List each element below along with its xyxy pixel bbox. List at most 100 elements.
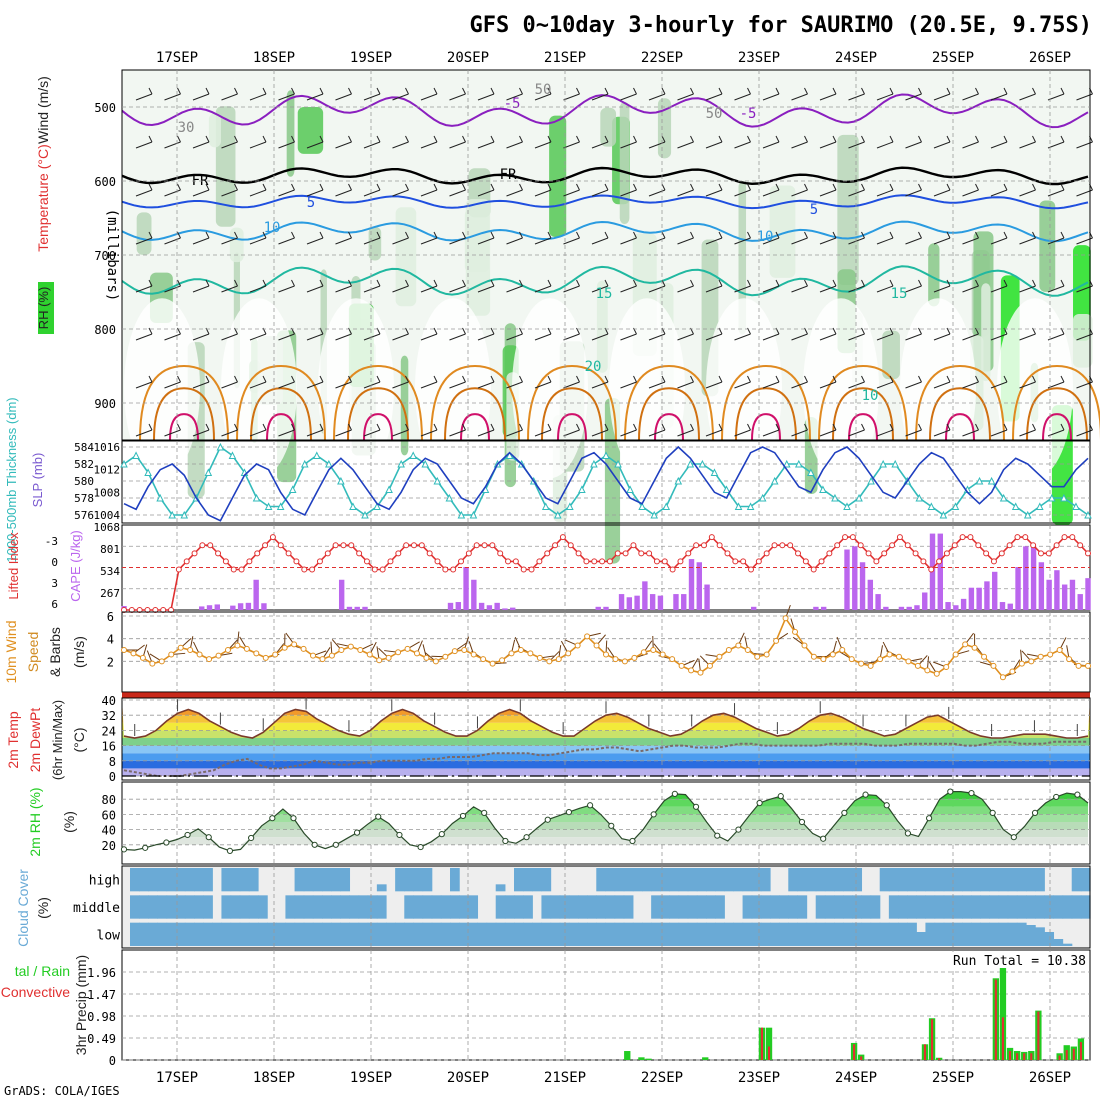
wind-speed-line-marker — [215, 652, 222, 659]
wind-barb — [306, 237, 324, 245]
cloud-cell-middle — [294, 895, 305, 919]
cloud-cell-middle — [550, 895, 561, 919]
wind-barb — [804, 135, 808, 143]
cloud-cell-high — [166, 868, 177, 892]
lifted-index-line-marker — [842, 534, 849, 541]
date-label-bottom: 19SEP — [350, 1070, 392, 1086]
date-label-top: 23SEP — [738, 50, 780, 66]
lifted-index-line-marker — [371, 566, 378, 573]
wind-barb — [876, 189, 894, 197]
wind-barb — [462, 327, 466, 335]
lifted-index-line-marker — [802, 558, 809, 565]
cloud-cell-low — [523, 922, 533, 946]
rh-dry-region — [803, 298, 879, 479]
wind-barb — [249, 93, 267, 101]
run-total-background — [946, 952, 1088, 968]
wind-barb — [677, 141, 694, 149]
cape-tick-label: 267 — [100, 587, 120, 600]
cloud-cell-high — [642, 868, 652, 892]
thickness-line-marker — [216, 442, 225, 451]
wind-barb — [804, 279, 808, 287]
wind-speed-line-marker — [782, 615, 789, 622]
thickness-line-marker — [891, 459, 900, 468]
thickness-line-marker — [349, 502, 357, 510]
wind-barb — [148, 135, 153, 143]
cloud-cell-high — [962, 868, 972, 892]
thickness-line-marker — [1084, 510, 1092, 519]
wind-barb — [177, 87, 181, 95]
cloud-cell-middle — [852, 895, 863, 919]
cloud-cell-low — [788, 922, 799, 946]
wind-barb — [962, 429, 979, 437]
wind-barb — [975, 135, 979, 143]
cloud-cell-middle — [331, 895, 341, 919]
wind-barb — [519, 183, 523, 191]
wind-barb — [262, 375, 267, 383]
wind-barb — [363, 381, 381, 389]
wind-barb — [677, 333, 694, 341]
cloud-cell-low — [733, 922, 744, 946]
thickness-line-marker — [1060, 493, 1068, 502]
wind-speed-line-marker — [971, 644, 978, 651]
cloud-cell-high — [340, 868, 351, 892]
cloud-cell-high — [733, 868, 744, 892]
lifted-index-line-marker — [1045, 550, 1052, 557]
wind-barb — [563, 93, 580, 101]
wind-barb — [405, 423, 409, 431]
wind-barb — [661, 375, 666, 383]
wind-barb — [262, 135, 267, 143]
cloud-cell-low — [130, 922, 140, 946]
wind-barb — [861, 231, 865, 239]
wind-barb — [975, 231, 979, 239]
lifted-index-tick-label: 6 — [51, 598, 58, 611]
wind-barb — [335, 333, 352, 341]
wind-barb — [946, 375, 951, 383]
rh-band — [124, 829, 1088, 838]
cloud-cell-middle — [1035, 895, 1045, 919]
wind-legend-label: Wind (m/s) — [35, 76, 51, 144]
cloud-cell-high — [148, 868, 159, 892]
cloud-cell-middle — [934, 895, 945, 919]
cloud-cell-high — [815, 868, 826, 892]
wind-barb — [775, 135, 780, 143]
thickness-line-marker — [638, 502, 646, 510]
cloud-cell-high — [834, 868, 844, 892]
cape-bar — [362, 606, 368, 610]
lifted-index-line-marker — [426, 550, 433, 557]
wind-barb — [591, 237, 609, 245]
wind-speed-line-marker — [281, 644, 288, 651]
wind-barb — [762, 381, 780, 389]
wind-speed-line-marker — [612, 656, 619, 663]
wind-speed-line-marker — [621, 658, 628, 665]
wind-barb — [563, 381, 580, 389]
wind-barb — [164, 141, 181, 149]
wind-barb — [348, 423, 352, 431]
temp-axis-label-1: 2m Temp — [5, 711, 21, 769]
wind-barb — [135, 141, 153, 149]
wind-barb — [148, 327, 153, 335]
date-label-bottom: 20SEP — [447, 1070, 489, 1086]
cloud-cell-high — [715, 868, 725, 892]
wind-barb — [832, 183, 837, 191]
pressure-tick-label: 500 — [94, 101, 116, 115]
cape-bar — [1069, 579, 1076, 610]
wind-barb — [832, 231, 837, 239]
wind-barb — [633, 279, 637, 287]
lifted-index-line-marker — [183, 558, 190, 565]
precip-convective-bar — [931, 1019, 934, 1060]
wind-barb — [234, 231, 238, 239]
cloud-cell-middle — [651, 895, 661, 919]
wind-barb — [462, 231, 466, 239]
rh-shade — [229, 227, 244, 263]
thickness-line-marker — [385, 485, 393, 493]
lifted-index-line-marker — [262, 542, 269, 549]
wind-barb — [306, 141, 324, 149]
cloud-cell-high — [943, 868, 954, 892]
lifted-index-line-marker — [481, 542, 488, 549]
cloud-cell-middle — [248, 895, 259, 919]
wind-barb — [747, 135, 751, 143]
wind-barb — [519, 87, 523, 95]
rh-shade — [549, 115, 567, 237]
wind-barb — [433, 279, 438, 287]
wind-barb — [962, 93, 979, 101]
